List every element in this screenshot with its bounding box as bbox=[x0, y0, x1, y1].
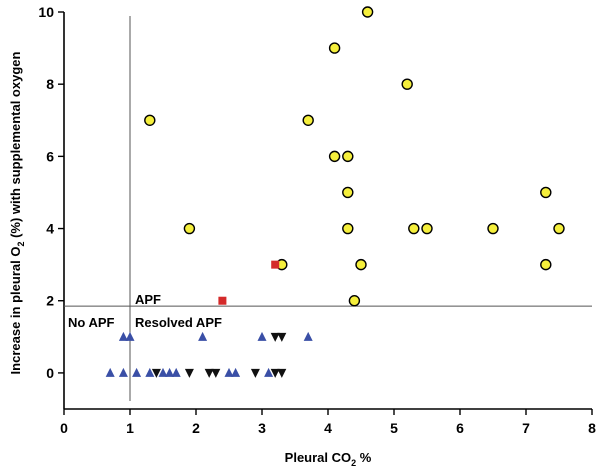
y-axis-label: Increase in pleural O2 (%) with suppleme… bbox=[8, 52, 26, 375]
data-point-triangle-up bbox=[231, 367, 241, 377]
data-point-triangle-up bbox=[165, 367, 175, 377]
data-point-triangle-up bbox=[257, 331, 267, 341]
data-point-circle bbox=[401, 78, 413, 90]
x-axis-label: Pleural CO2 % bbox=[285, 450, 372, 468]
x-ticks: 0 1 2 3 4 5 6 7 8 bbox=[60, 409, 596, 436]
data-points bbox=[105, 6, 565, 378]
data-point-circle bbox=[183, 222, 196, 235]
y-ticks: 0 2 4 6 8 10 bbox=[38, 4, 64, 381]
data-point-triangle-up bbox=[198, 331, 208, 341]
region-label-no-apf: No APF bbox=[68, 315, 115, 330]
data-point-circle bbox=[342, 150, 354, 163]
y-tick-label: 0 bbox=[46, 365, 54, 381]
data-point-triangle-down bbox=[270, 332, 280, 342]
x-tick-label: 5 bbox=[390, 420, 398, 436]
x-tick-label: 3 bbox=[258, 420, 266, 436]
data-point-triangle-down bbox=[151, 368, 161, 378]
y-tick-label: 4 bbox=[46, 221, 54, 237]
data-point-triangle-up bbox=[158, 367, 168, 377]
data-point-circle bbox=[342, 222, 354, 235]
axes bbox=[63, 12, 592, 410]
x-tick-label: 1 bbox=[126, 420, 134, 436]
y-tick-label: 10 bbox=[38, 4, 54, 20]
data-point-circle bbox=[144, 114, 156, 126]
y-tick-label: 6 bbox=[46, 148, 54, 164]
data-point-triangle-up bbox=[264, 367, 274, 377]
x-axis-label-suffix: % bbox=[356, 450, 372, 465]
data-point-circle bbox=[342, 186, 354, 199]
x-axis-label-prefix: Pleural CO bbox=[285, 450, 351, 465]
data-point-circle bbox=[421, 222, 433, 235]
data-point-triangle-up bbox=[132, 367, 142, 377]
data-point-circle bbox=[348, 295, 361, 307]
data-point-circle bbox=[302, 114, 314, 126]
data-point-circle bbox=[540, 258, 552, 271]
data-point-triangle-up bbox=[105, 367, 115, 377]
data-point-circle bbox=[540, 186, 552, 199]
data-point-square bbox=[271, 260, 280, 269]
data-point-circle bbox=[328, 150, 341, 163]
y-tick-label: 8 bbox=[46, 76, 54, 92]
data-point-triangle-up bbox=[118, 367, 128, 377]
data-point-triangle-down bbox=[277, 368, 287, 378]
data-point-triangle-down bbox=[270, 368, 280, 378]
reference-lines bbox=[64, 16, 592, 401]
data-point-triangle-up bbox=[125, 331, 135, 341]
data-point-triangle-up bbox=[145, 367, 155, 377]
data-point-triangle-down bbox=[211, 368, 221, 378]
data-point-circle bbox=[361, 6, 374, 18]
data-point-triangle-up bbox=[303, 331, 313, 341]
x-tick-label: 0 bbox=[60, 420, 68, 436]
y-axis-label-prefix: Increase in pleural O bbox=[8, 247, 23, 375]
x-tick-label: 8 bbox=[588, 420, 596, 436]
data-point-triangle-down bbox=[250, 368, 260, 378]
data-point-triangle-down bbox=[184, 368, 194, 378]
x-tick-label: 6 bbox=[456, 420, 464, 436]
x-tick-label: 2 bbox=[192, 420, 200, 436]
data-point-triangle-down bbox=[204, 368, 214, 378]
data-point-triangle-up bbox=[118, 331, 128, 341]
data-point-circle bbox=[408, 222, 420, 235]
y-axis-label-subscript: 2 bbox=[16, 242, 26, 247]
data-point-circle bbox=[487, 222, 499, 235]
y-axis-label-suffix: (%) with supplemental oxygen bbox=[8, 52, 23, 242]
region-label-apf: APF bbox=[135, 292, 161, 307]
data-point-circle bbox=[553, 222, 565, 235]
region-label-resolved-apf: Resolved APF bbox=[135, 315, 222, 330]
y-tick-label: 2 bbox=[46, 293, 54, 309]
data-point-triangle-up bbox=[224, 367, 234, 377]
data-point-triangle-up bbox=[171, 367, 181, 377]
x-axis-label-subscript: 2 bbox=[351, 458, 356, 468]
x-tick-label: 4 bbox=[324, 420, 332, 436]
x-tick-label: 7 bbox=[522, 420, 530, 436]
data-point-circle bbox=[328, 42, 341, 54]
data-point-circle bbox=[355, 258, 367, 271]
data-point-triangle-down bbox=[277, 332, 287, 342]
data-point-square bbox=[218, 296, 227, 305]
